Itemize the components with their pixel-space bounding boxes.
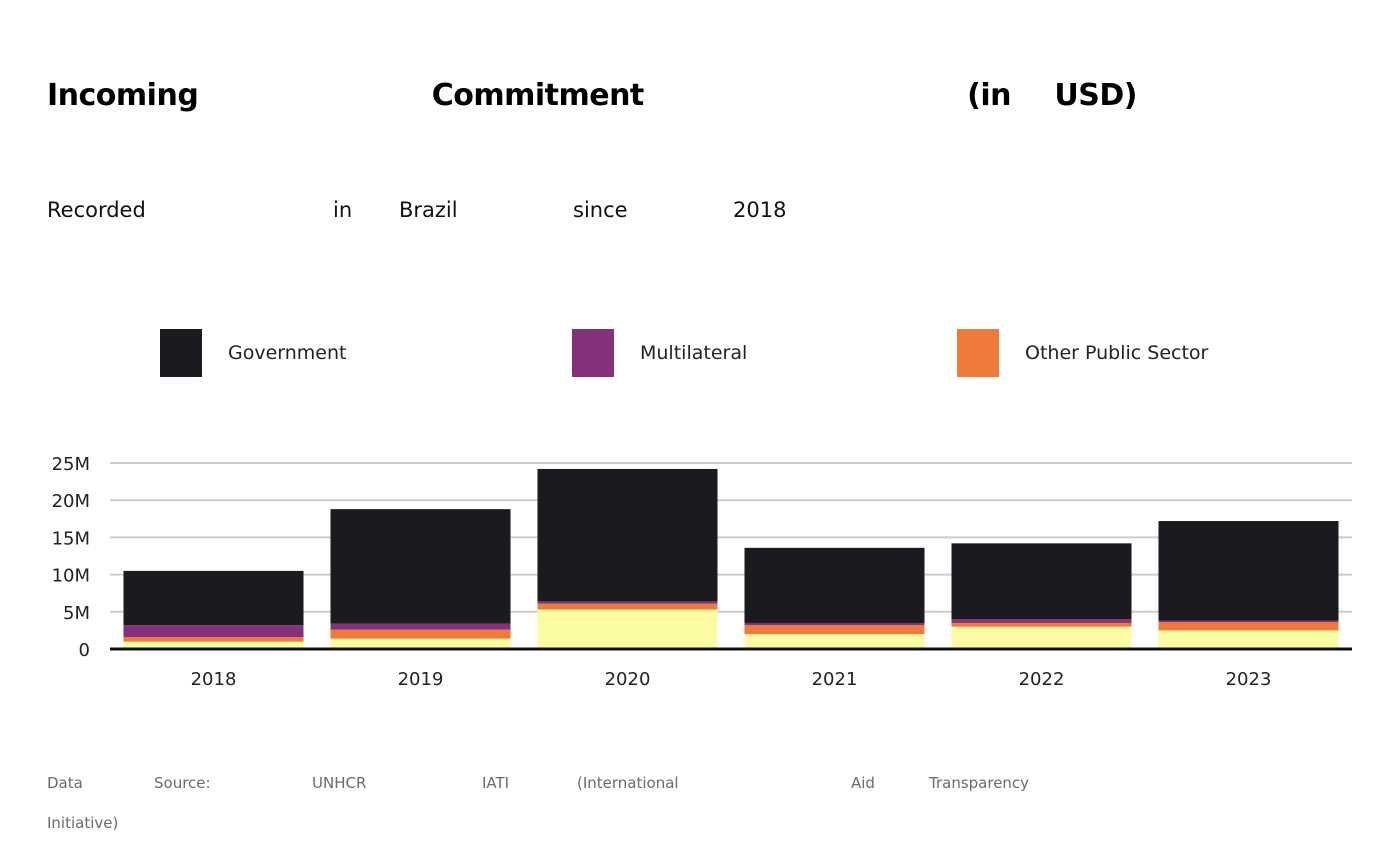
y-tick-label: 10M — [52, 566, 90, 587]
bar-segment-government — [951, 543, 1132, 620]
legend-swatch-multilateral — [572, 329, 614, 377]
subtitle-word: in — [333, 198, 353, 222]
source-word: Initiative) — [47, 814, 119, 832]
bar-segment-government — [330, 509, 511, 624]
title-word: Commitment — [431, 78, 645, 113]
legend-item-multilateral: Multilateral — [572, 328, 747, 378]
legend-label-government: Government — [228, 342, 347, 364]
source-word: UNHCR — [312, 774, 367, 792]
chart-title: Incoming Commitment (in USD) — [47, 78, 1137, 113]
bar-segment-government — [1158, 521, 1339, 621]
bar-segment-other-public-sector — [537, 603, 718, 610]
y-tick-label: 0 — [79, 640, 90, 661]
bar-segment-government — [744, 547, 925, 623]
bar-segment-multilateral — [123, 625, 304, 638]
subtitle-word: Brazil — [399, 198, 458, 222]
source-word: Source: — [154, 774, 211, 792]
bar-segment-government — [123, 570, 304, 626]
legend-swatch-other-public-sector — [957, 329, 999, 377]
bars-layer — [123, 468, 1339, 649]
x-tick-label: 2018 — [191, 669, 237, 690]
x-tick-label: 2020 — [605, 669, 651, 690]
title-word: Incoming — [47, 78, 199, 113]
bar-segment-other-public-sector — [123, 637, 304, 642]
legend-item-other-public-sector: Other Public Sector — [957, 328, 1208, 378]
bar-segment-multilateral — [951, 619, 1132, 623]
x-tick-label: 2021 — [812, 669, 858, 690]
x-tick-label: 2023 — [1226, 669, 1272, 690]
bar-segment-multilateral — [330, 623, 511, 630]
bar-chart: 0 5M 10M 15M 20M 25M 2018 2019 2020 2021 2022 2023 — [52, 454, 1352, 690]
bar-segment-unlabeled-series — [123, 641, 304, 649]
title-word: USD) — [1054, 78, 1137, 113]
x-tick-label: 2022 — [1019, 669, 1065, 690]
bar-segment-government — [537, 468, 718, 602]
subtitle-word: Recorded — [47, 198, 146, 222]
bar-segment-other-public-sector — [1158, 622, 1339, 631]
legend-swatch-government — [160, 329, 202, 377]
bar-segment-other-public-sector — [330, 629, 511, 639]
subtitle-word: 2018 — [733, 198, 787, 222]
bar-segment-multilateral — [744, 622, 925, 626]
title-word: (in — [967, 78, 1012, 113]
bar-segment-unlabeled-series — [330, 638, 511, 649]
y-tick-label: 25M — [52, 454, 90, 475]
bar-segment-unlabeled-series — [744, 634, 925, 649]
source-word: IATI — [482, 774, 510, 792]
legend-label-multilateral: Multilateral — [640, 342, 748, 364]
bar-segment-other-public-sector — [744, 625, 925, 635]
chart-legend: Government Multilateral Other Public Sec… — [0, 328, 1400, 378]
x-tick-label: 2019 — [398, 669, 444, 690]
legend-item-government: Government — [160, 328, 347, 378]
bar-segment-unlabeled-series — [951, 626, 1132, 649]
y-tick-label: 20M — [52, 491, 90, 512]
grid-layer — [110, 462, 1352, 613]
y-tick-label: 15M — [52, 528, 90, 549]
bar-segment-unlabeled-series — [537, 609, 718, 649]
axis-layer: 0 5M 10M 15M 20M 25M 2018 2019 2020 2021 2022 2023 — [52, 454, 1352, 690]
source-word: Aid — [851, 774, 875, 792]
source-word: Transparency — [929, 774, 1030, 792]
source-note: Data Source: UNHCR IATI (International A… — [47, 772, 1047, 842]
bar-segment-multilateral — [537, 601, 718, 604]
y-tick-label: 5M — [63, 603, 90, 624]
source-word: (International — [577, 774, 679, 792]
source-word: Data — [47, 774, 83, 792]
bar-segment-multilateral — [1158, 620, 1339, 623]
bar-segment-unlabeled-series — [1158, 630, 1339, 649]
subtitle-word: since — [573, 198, 628, 222]
legend-label-other-public-sector: Other Public Sector — [1025, 342, 1209, 364]
bar-segment-other-public-sector — [951, 622, 1132, 627]
